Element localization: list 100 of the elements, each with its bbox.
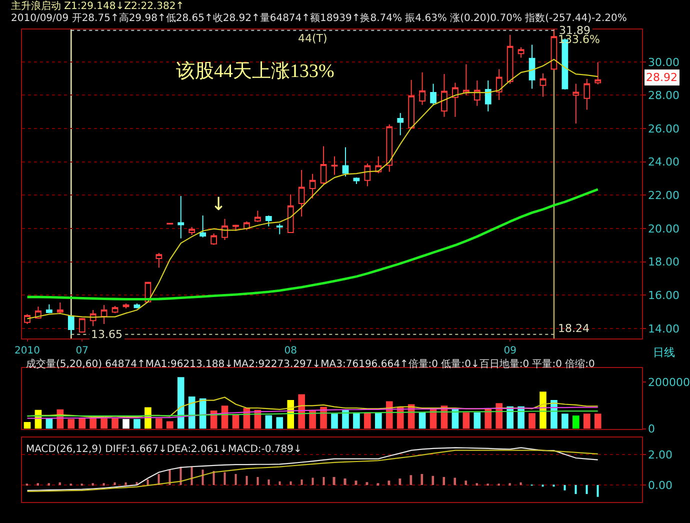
- bar: [344, 478, 346, 485]
- bar: [375, 412, 382, 429]
- bar: [100, 418, 108, 429]
- y-tick-label: 20.00: [648, 222, 680, 236]
- y-tick-label: 200000: [648, 376, 690, 389]
- candlestick: [419, 72, 426, 106]
- bar: [166, 421, 174, 429]
- bar: [342, 410, 349, 429]
- bar: [114, 482, 116, 485]
- bar: [24, 422, 31, 429]
- bar: [48, 483, 50, 486]
- bar: [202, 470, 204, 485]
- bar: [78, 418, 86, 429]
- bar: [496, 403, 503, 429]
- candlestick: [100, 304, 108, 324]
- y-tick-label: 26.00: [648, 122, 680, 136]
- line-series: [26, 406, 598, 419]
- candlestick: [112, 306, 118, 314]
- bar: [256, 476, 259, 485]
- bar: [418, 412, 426, 429]
- line-series: [26, 58, 598, 320]
- bar: [58, 482, 61, 485]
- candlestick: [68, 315, 74, 335]
- chart-subtitle: 2010/09/09 开28.75↑高29.98↑低28.65↑收28.92↑量64874↑额18939↑换8.74% 振4.63% 涨(0.20)0.70% 指数(-257.44)-2.20%: [11, 12, 627, 24]
- candlestick: [353, 177, 360, 185]
- candlestick: [46, 304, 52, 314]
- bar: [112, 418, 118, 429]
- candlestick: [156, 252, 162, 268]
- candlestick: [584, 78, 590, 110]
- bar: [572, 415, 580, 429]
- bar: [190, 466, 193, 485]
- bar: [276, 417, 284, 429]
- bar: [320, 406, 327, 429]
- bar: [36, 483, 39, 486]
- candlestick: [188, 226, 196, 236]
- y-tick-label: 16.00: [648, 289, 680, 302]
- y-tick-label: 2.00: [648, 448, 672, 462]
- candlestick: [364, 163, 371, 187]
- candlestick: [232, 224, 239, 232]
- y-tick-label: 0.00: [648, 478, 672, 492]
- bar: [484, 408, 492, 429]
- candlestick: [441, 74, 448, 118]
- line-series: [26, 188, 600, 300]
- bar: [364, 412, 371, 429]
- text: 日线: [653, 346, 675, 359]
- bar: [156, 418, 162, 429]
- candlestick: [331, 156, 338, 176]
- bar: [331, 414, 338, 429]
- candlestick: [463, 64, 470, 96]
- bar: [332, 476, 336, 485]
- bar: [454, 478, 456, 485]
- bar: [134, 418, 140, 429]
- annotation: ↓: [211, 194, 226, 215]
- bar: [146, 480, 149, 485]
- candlestick: [408, 79, 415, 128]
- annotation: 该股44天上涨133%: [176, 60, 334, 82]
- bar: [596, 484, 599, 497]
- bar: [508, 483, 511, 486]
- y-tick-label: 24.00: [648, 156, 680, 169]
- bar: [300, 480, 303, 485]
- y-tick-label: 18.00: [648, 256, 680, 269]
- candlestick: [430, 83, 436, 106]
- bar: [268, 480, 270, 485]
- annotation: 44(T): [298, 32, 328, 45]
- y-tick-label: 28.00: [648, 89, 680, 102]
- bar: [102, 483, 105, 486]
- candlestick: [320, 146, 327, 186]
- candlestick: [78, 318, 86, 334]
- ref-line-label: 13.65: [91, 328, 122, 341]
- y-tick-label: 30.00: [648, 56, 680, 69]
- bar: [177, 377, 184, 429]
- candlestick: [210, 233, 217, 246]
- candlestick: [287, 194, 294, 234]
- bar: [298, 394, 305, 429]
- text: MACD(26,12,9) DIFF:1.667↓DEA:2.061↓MACD:-0.789↓: [26, 444, 302, 455]
- bar: [158, 474, 160, 485]
- x-tick-label: 09: [504, 345, 516, 356]
- candlestick: [506, 34, 514, 84]
- bar: [68, 418, 75, 429]
- bar: [464, 480, 467, 485]
- bar: [246, 476, 248, 485]
- candlestick: [452, 82, 458, 118]
- candlestick: [572, 83, 580, 124]
- bar: [353, 412, 360, 429]
- candlestick: [24, 314, 30, 324]
- candlestick: [540, 72, 546, 98]
- bar: [234, 474, 237, 485]
- y-tick-label: 22.00: [648, 189, 680, 202]
- bar: [312, 478, 314, 485]
- bar: [462, 412, 470, 429]
- bar: [586, 484, 588, 494]
- bar: [90, 418, 96, 429]
- bar: [212, 471, 215, 485]
- candlestick: [594, 62, 602, 85]
- candlestick: [298, 170, 305, 218]
- candlestick: [309, 173, 316, 199]
- x-tick-label: 08: [284, 345, 297, 356]
- candlestick: [265, 215, 272, 227]
- candlestick: [222, 218, 228, 241]
- bar: [594, 414, 602, 429]
